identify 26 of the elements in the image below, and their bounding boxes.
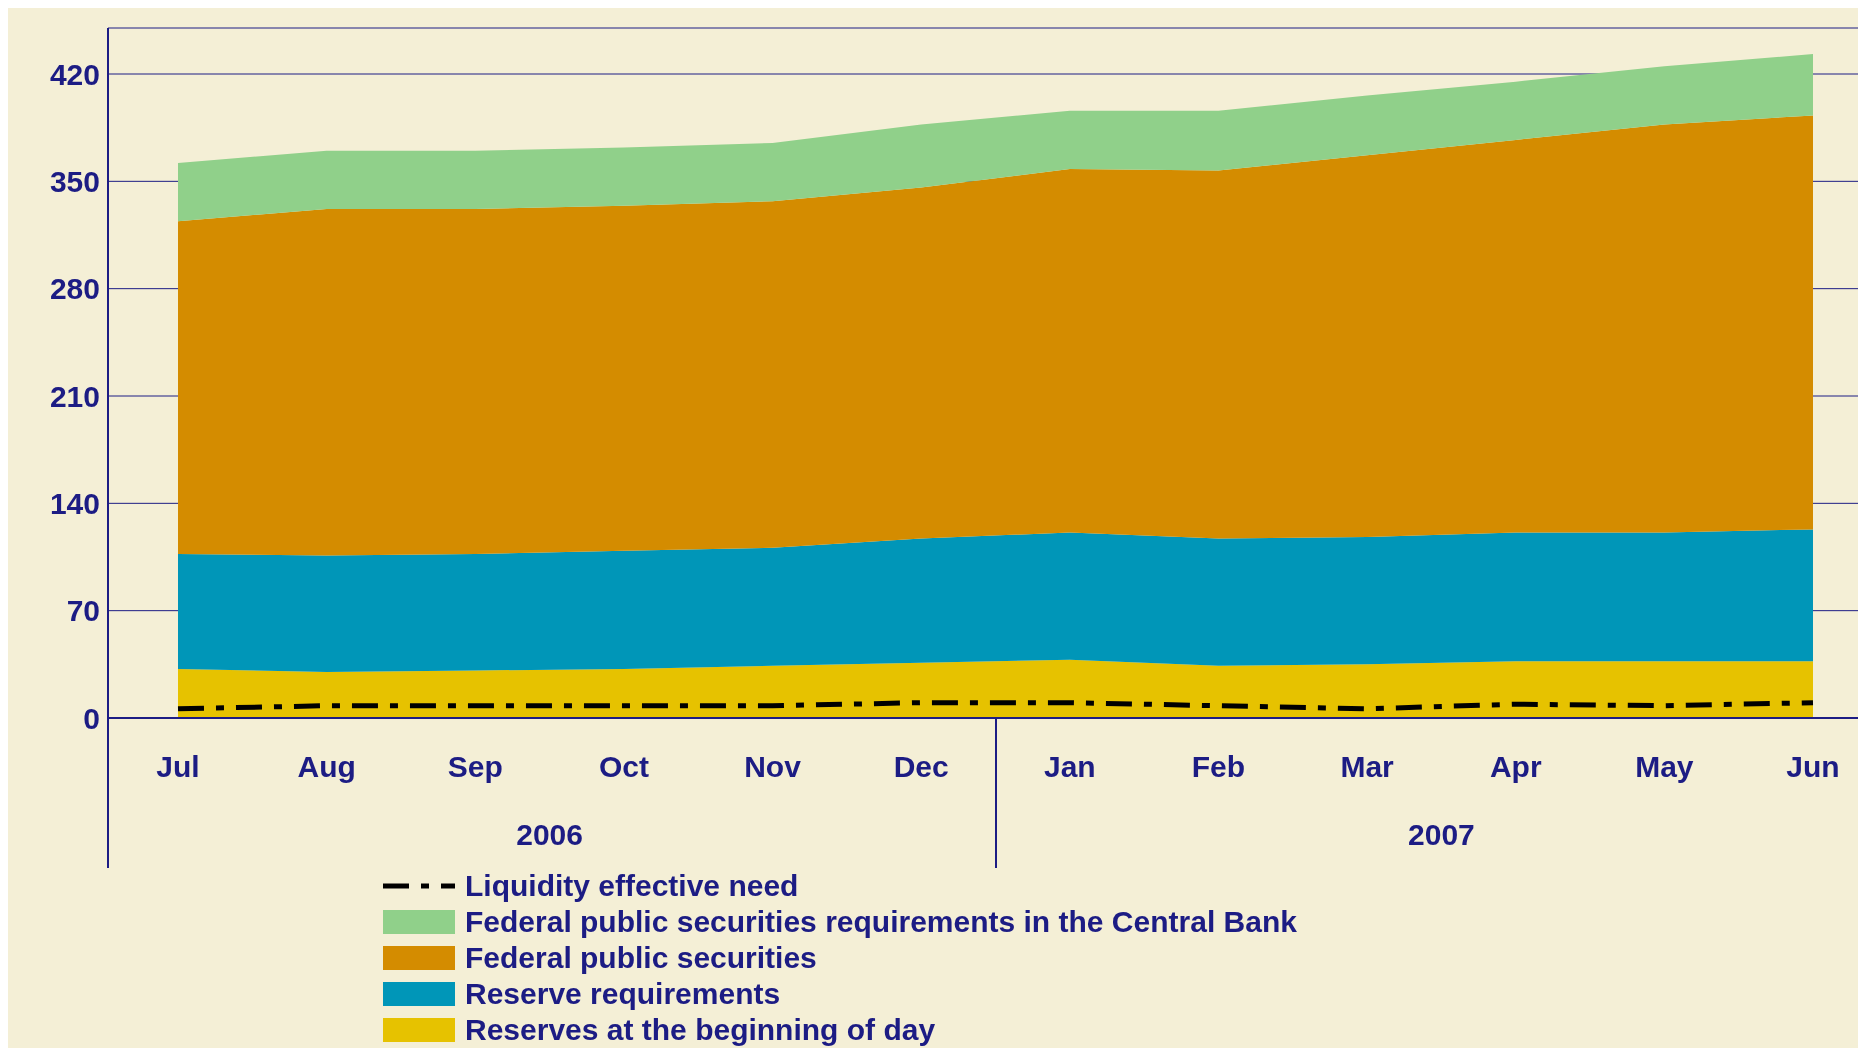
x-tick-label: Sep: [447, 750, 503, 784]
legend-label: Reserve requirements: [465, 976, 781, 1012]
x-tick-label: Jan: [1043, 750, 1096, 784]
text: 2007: [1407, 818, 1476, 852]
x-tick-label: Feb: [1191, 750, 1246, 784]
legend-label: Federal public securities: [465, 940, 817, 976]
y-tick-label: 420: [49, 57, 100, 91]
legend-label: Liquidity effective need: [465, 868, 799, 904]
y-tick-label: 0: [83, 701, 100, 735]
x-tick-label: May: [1635, 750, 1694, 784]
x-tick-label: Mar: [1340, 750, 1395, 784]
legend-label: Reserves at the beginning of day: [465, 1012, 936, 1048]
x-tick-label: Apr: [1489, 750, 1542, 784]
x-tick-label: Oct: [598, 750, 649, 784]
y-tick-label: 350: [49, 164, 100, 198]
x-tick-label: Jun: [1786, 750, 1840, 784]
x-tick-label: Aug: [297, 750, 356, 784]
x-tick-label: Dec: [893, 750, 949, 784]
y-tick-label: 210: [49, 379, 100, 413]
x-tick-label: Jul: [156, 750, 200, 784]
x-tick-label: Nov: [744, 750, 802, 784]
text: 2006: [515, 818, 584, 852]
y-tick-label: 140: [49, 486, 100, 520]
y-tick-label: 280: [49, 272, 100, 306]
legend-label: Federal public securities requirements in the Central Bank: [465, 904, 1297, 940]
y-tick-label: 70: [66, 594, 100, 628]
